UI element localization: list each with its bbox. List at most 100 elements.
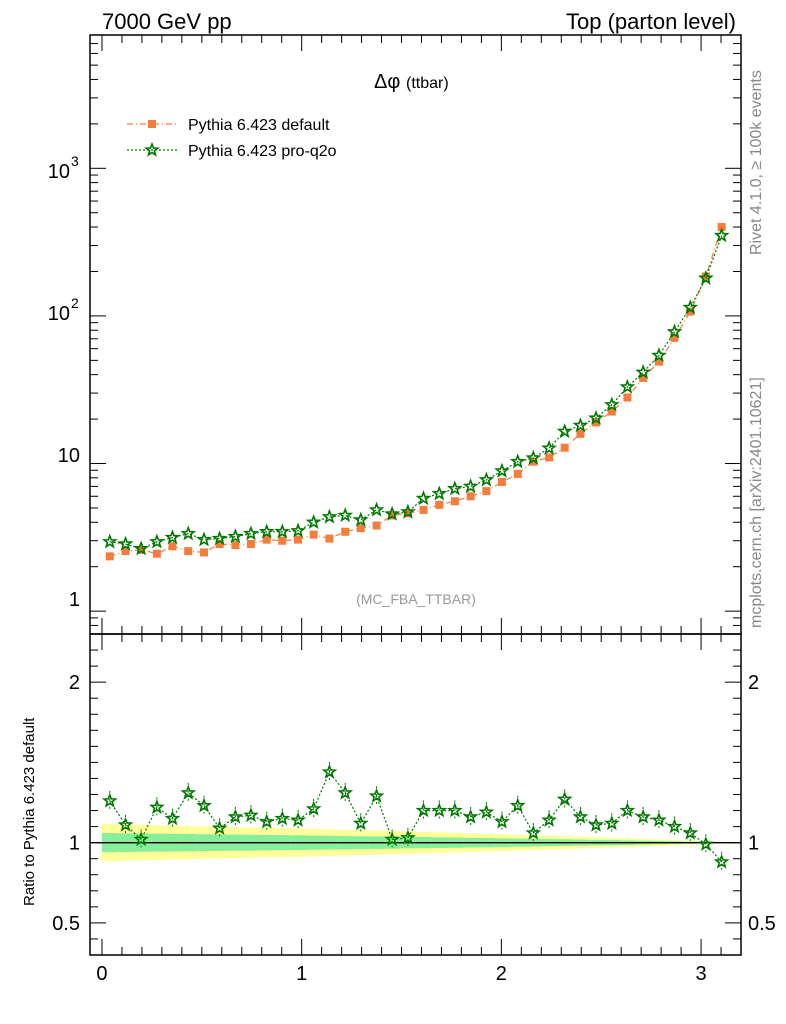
data-point-default (278, 536, 287, 545)
ratio-axis-ticks (90, 633, 742, 956)
data-point-pro-q2o (494, 462, 510, 478)
data-point-pro-q2o (149, 533, 165, 549)
data-point-default (670, 333, 679, 342)
data-point-default (262, 535, 271, 544)
data-point-pro-q2o (446, 480, 463, 496)
ratio-data-point (243, 807, 259, 823)
ratio-data-point (352, 815, 369, 831)
data-point-pro-q2o (697, 269, 714, 285)
ratio-tick-labels: 0.5 0.5 1 1 2 2 0 1 2 3 (52, 672, 776, 985)
ratio-data-point (258, 813, 275, 829)
ratio-data-point (666, 818, 683, 834)
data-point-pro-q2o (384, 505, 401, 521)
data-point-default (168, 542, 177, 551)
data-point-pro-q2o (666, 323, 683, 339)
data-point-default (654, 357, 663, 366)
data-point-default (701, 272, 710, 281)
data-point-pro-q2o (164, 529, 181, 545)
data-point-pro-q2o (478, 471, 495, 487)
ratio-data-point (588, 816, 604, 832)
ratio-data-point (635, 808, 652, 824)
data-point-default (403, 509, 412, 518)
main-series-layer (101, 223, 730, 561)
data-point-default (356, 524, 365, 533)
data-point-pro-q2o (556, 423, 573, 439)
data-point-pro-q2o (431, 485, 448, 501)
legend: Pythia 6.423 default Pythia 6.423 pro-q2… (127, 117, 337, 160)
ratio-data-point (368, 787, 385, 803)
ratio-data-point (384, 831, 401, 847)
ratio-y-tick-label: 0.5 (52, 913, 80, 935)
ratio-data-point (619, 802, 636, 818)
data-point-default (497, 477, 506, 486)
data-point-pro-q2o (525, 449, 542, 465)
data-point-pro-q2o (227, 528, 244, 544)
data-point-pro-q2o (133, 540, 150, 556)
main-y-tick-labels: 1 10 10 2 10 3 (48, 153, 80, 611)
main-y-tick-label-1000: 10 3 (48, 153, 79, 183)
data-point-pro-q2o (180, 525, 197, 541)
legend-entry-pro-q2o: Pythia 6.423 pro-q2o (127, 141, 337, 160)
data-point-default (200, 548, 209, 557)
data-point-pro-q2o (603, 396, 620, 412)
ratio-series-line (109, 770, 723, 863)
data-point-default (639, 373, 648, 382)
ratio-data-point (697, 835, 714, 851)
data-point-default (184, 547, 193, 556)
series-pro-q2o (101, 227, 730, 556)
data-point-pro-q2o (243, 525, 259, 541)
data-point-pro-q2o (588, 409, 604, 425)
ratio-data-point (541, 811, 557, 827)
data-point-default (419, 505, 428, 514)
data-point-pro-q2o (101, 533, 118, 549)
x-tick-label: 1 (296, 963, 307, 985)
data-point-default (341, 527, 350, 536)
data-point-pro-q2o (321, 508, 338, 524)
data-point-default (309, 530, 318, 539)
header-right-title: Top (parton level) (566, 9, 736, 34)
data-point-default (686, 307, 695, 316)
data-point-default (105, 552, 114, 561)
data-point-default (435, 500, 444, 509)
header-left-title: 7000 GeV pp (102, 9, 232, 34)
main-y-tick-label-100-exp: 2 (71, 295, 79, 311)
x-tick-label: 2 (496, 963, 507, 985)
data-point-default (513, 469, 522, 478)
data-point-default (137, 545, 146, 554)
data-point-default (231, 541, 240, 550)
chart-title-suffix: (ttbar) (406, 75, 449, 92)
data-point-default (450, 497, 459, 506)
ratio-data-point (525, 824, 542, 840)
ratio-data-point (603, 815, 620, 831)
data-point-pro-q2o (274, 523, 291, 539)
analysis-label: (MC_FBA_TTBAR) (356, 591, 476, 607)
main-y-tick-label-10: 10 (58, 445, 80, 467)
legend-marker-default (148, 120, 156, 128)
ratio-data-point (494, 813, 510, 829)
ratio-data-point (651, 811, 667, 827)
ratio-y-tick-label: 1 (69, 833, 80, 855)
main-axis-ticks (90, 34, 742, 635)
ratio-data-point (227, 808, 244, 824)
series-default (105, 223, 726, 561)
data-point-pro-q2o (305, 513, 322, 529)
data-point-pro-q2o (509, 453, 526, 469)
legend-marker-pro-q2o (144, 141, 160, 157)
data-point-default (592, 418, 601, 427)
main-y-tick-label-100: 10 2 (48, 295, 79, 325)
ratio-series-layer (101, 762, 730, 872)
data-point-pro-q2o (211, 530, 228, 546)
data-point-default (152, 549, 161, 558)
main-y-tick-label-1000-exp: 3 (71, 153, 79, 169)
data-point-pro-q2o (619, 378, 636, 394)
main-y-tick-label-100-base: 10 (48, 303, 70, 325)
data-point-default (372, 521, 381, 530)
rivet-version-label: Rivet 4.1.0, ≥ 100k events (748, 70, 765, 255)
ratio-data-point (321, 763, 338, 779)
ratio-y-tick-label-right: 1 (748, 833, 759, 855)
ratio-data-point (101, 792, 118, 808)
ratio-data-point (274, 810, 291, 826)
ratio-data-point (478, 803, 495, 819)
data-point-pro-q2o (258, 523, 275, 539)
